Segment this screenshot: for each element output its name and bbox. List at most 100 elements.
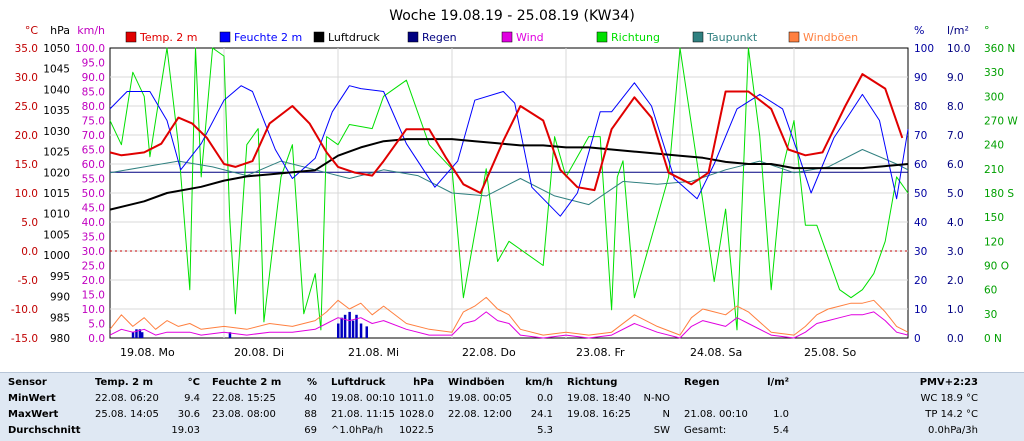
rain-bar bbox=[343, 314, 347, 338]
axis-tick-label: 995 bbox=[50, 271, 70, 283]
axis-tick-label: 40.0 bbox=[82, 217, 105, 229]
axis-unit-label: hPa bbox=[50, 24, 70, 37]
stats-cell: WC 18.9 °C bbox=[920, 393, 978, 404]
series-line-luftdruck bbox=[109, 138, 909, 211]
stats-cell: 21.08. 00:10 bbox=[684, 409, 748, 420]
axis-tick-label: 1040 bbox=[43, 84, 70, 96]
axis-tick-label: 1035 bbox=[43, 105, 70, 117]
axis-tick-label: 60 bbox=[914, 159, 927, 171]
legend-label: Wind bbox=[516, 31, 544, 44]
x-tick-label: 25.08. So bbox=[804, 346, 856, 359]
axis-tick-label: 0.0 bbox=[21, 246, 38, 258]
stats-cell: 0.0 bbox=[537, 393, 553, 404]
x-tick-label: 24.08. Sa bbox=[690, 346, 742, 359]
axis-tick-label: 360 N bbox=[984, 43, 1015, 55]
axis-unit-label: km/h bbox=[77, 24, 105, 37]
rain-bar bbox=[340, 317, 343, 338]
legend: Temp. 2 m Feuchte 2 m Luftdruck Regen Wind Ri… bbox=[125, 31, 858, 44]
axis-tick-label: 8.0 bbox=[947, 101, 964, 113]
stats-header-sensor: Sensor bbox=[8, 377, 47, 388]
stats-cell: 22.08. 15:25 bbox=[212, 393, 276, 404]
legend-swatch bbox=[407, 31, 419, 43]
stats-cell: 88 bbox=[304, 409, 317, 420]
legend-swatch bbox=[219, 31, 231, 43]
stats-cell: 23.08. 08:00 bbox=[212, 409, 276, 420]
stats-cell: 0.0hPa/3h bbox=[927, 425, 978, 436]
stats-cell: N-NO bbox=[643, 393, 670, 404]
rain-bar bbox=[355, 314, 358, 338]
axis-tick-label: 330 bbox=[984, 67, 1004, 79]
axis-tick-label: 9.0 bbox=[947, 72, 964, 84]
axis-tick-label: 20 bbox=[914, 275, 927, 287]
axis-tick-label: 100.0 bbox=[75, 43, 105, 55]
x-tick-label: 23.08. Fr bbox=[576, 346, 625, 359]
stats-header-humidity-unit: % bbox=[306, 377, 317, 388]
axis-tick-label: 15.0 bbox=[82, 290, 105, 302]
axis-tick-label: 20.0 bbox=[82, 275, 105, 287]
stats-header-gusts-unit: km/h bbox=[525, 377, 553, 388]
axis-tick-label: 5.0 bbox=[21, 217, 38, 229]
stats-cell: 24.1 bbox=[530, 409, 553, 420]
legend-label: Richtung bbox=[611, 31, 660, 44]
stats-cell: 19.08. 00:10 bbox=[331, 393, 395, 404]
axis-tick-label: 0 bbox=[914, 333, 921, 345]
legend-swatch bbox=[692, 31, 704, 43]
axis-tick-label: 1010 bbox=[43, 209, 70, 221]
stats-header-humidity: Feuchte 2 m bbox=[212, 377, 282, 388]
stats-cell: N bbox=[662, 409, 670, 420]
axis-tick-label: 75.0 bbox=[82, 116, 105, 128]
axis-tick-label: 150 bbox=[984, 212, 1004, 224]
stats-header-pmv: PMV+2:23 bbox=[919, 377, 978, 388]
axis-tick-label: 30.0 bbox=[15, 72, 38, 84]
stats-cell: 1011.0 bbox=[399, 393, 434, 404]
axis-tick-label: 20.0 bbox=[15, 130, 38, 142]
stats-cell: ^1.0hPa/h bbox=[331, 425, 384, 436]
stats-cell: 5.4 bbox=[773, 425, 789, 436]
axis-tick-label: 210 bbox=[984, 164, 1004, 176]
stats-cell: 1.0 bbox=[773, 409, 789, 420]
axis-unit-label: % bbox=[914, 24, 924, 37]
legend-swatch bbox=[501, 31, 513, 43]
axis-tick-label: 1025 bbox=[43, 147, 70, 159]
axis-tick-label: 100 bbox=[914, 43, 934, 55]
axis-tick-label: 50 bbox=[914, 188, 927, 200]
plot-area bbox=[109, 47, 909, 339]
axis-unit-label: °C bbox=[25, 24, 39, 37]
axis-tick-label: 25.0 bbox=[15, 101, 38, 113]
stats-cell: 25.08. 14:05 bbox=[95, 409, 159, 420]
axis-tick-label: 35.0 bbox=[15, 43, 38, 55]
axis-tick-label: 15.0 bbox=[15, 159, 38, 171]
stats-cell: 1022.5 bbox=[399, 425, 434, 436]
stats-cell: 19.03 bbox=[171, 425, 200, 436]
axis-tick-label: 90 O bbox=[984, 261, 1009, 273]
axis-tick-label: -5.0 bbox=[18, 275, 39, 287]
axis-tick-label: 80 bbox=[914, 101, 927, 113]
series-line-wind bbox=[109, 311, 909, 339]
axis-tick-label: 180 S bbox=[984, 188, 1014, 200]
stats-cell: 19.08. 00:05 bbox=[448, 393, 512, 404]
stats-header-temp-unit: °C bbox=[187, 377, 200, 388]
stats-cell: 19.08. 18:40 bbox=[567, 393, 631, 404]
axis-tick-label: 65.0 bbox=[82, 145, 105, 157]
axis-tick-label: 60.0 bbox=[82, 159, 105, 171]
stats-row-label: Durchschnitt bbox=[8, 425, 81, 436]
axis-tick-label: 1000 bbox=[43, 250, 70, 262]
stats-cell: 21.08. 11:15 bbox=[331, 409, 395, 420]
axis-tick-label: 120 bbox=[984, 236, 1004, 248]
axis-tick-label: 0 N bbox=[984, 333, 1002, 345]
axes: °C 35.0 30.0 25.0 20.0 15.0 10.0 5.0 0.0 -5.0 -10.… bbox=[11, 24, 1019, 359]
weather-chart: Woche 19.08.19 - 25.08.19 (KW34) Temp. 2… bbox=[10, 8, 1019, 359]
axis-tick-label: 1015 bbox=[43, 188, 70, 200]
axis-tick-label: 7.0 bbox=[947, 130, 964, 142]
axis-tick-label: 980 bbox=[50, 333, 70, 345]
legend-swatch bbox=[788, 31, 800, 43]
stats-header-direction: Richtung bbox=[567, 377, 618, 388]
axis-tick-label: 1.0 bbox=[947, 304, 964, 316]
axis-tick-label: 40 bbox=[914, 217, 927, 229]
rain-bar bbox=[138, 329, 142, 338]
axis-tick-label: 240 bbox=[984, 140, 1004, 152]
axis-tick-label: 30 bbox=[914, 246, 927, 258]
grid bbox=[109, 47, 909, 339]
axis-tick-label: 1005 bbox=[43, 229, 70, 241]
axis-tick-label: 0.0 bbox=[88, 333, 105, 345]
